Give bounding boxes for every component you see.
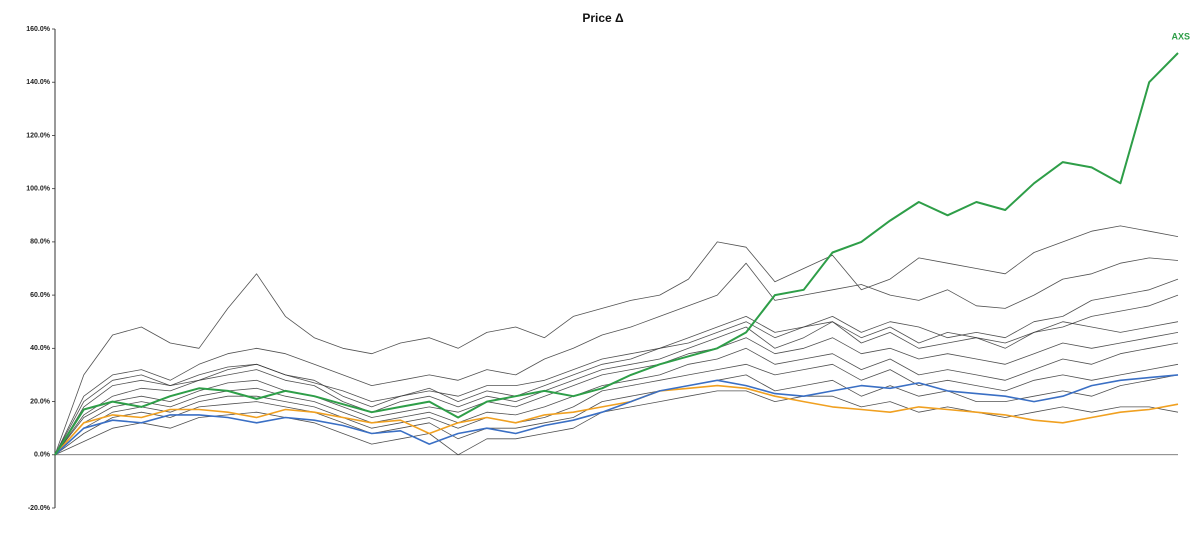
series-line [54,257,1179,455]
series-label: AXS [1171,31,1190,41]
series-line [54,316,1179,455]
y-tick-label: 20.0% [30,398,51,405]
series-line [54,384,1179,456]
y-tick-label: 0.0% [34,452,51,459]
chart-title: Price Δ [582,11,624,25]
series-line [54,52,1179,456]
y-tick-label: 160.0% [26,26,51,33]
series-line [54,363,1179,456]
series-line [54,374,1179,456]
series-line [54,390,1179,456]
y-tick-label: 100.0% [26,186,51,193]
y-tick-label: 80.0% [30,239,51,246]
y-tick-label: 60.0% [30,292,51,299]
series-line [54,332,1179,456]
series-line [54,225,1179,455]
y-tick-label: 120.0% [26,132,51,139]
y-tick-label: 40.0% [30,345,51,352]
series-line [54,342,1179,456]
series-line [54,278,1179,456]
y-tick-label: -20.0% [28,505,51,512]
y-tick-label: 140.0% [26,79,51,86]
series-line [54,294,1179,456]
series-line [54,374,1179,456]
